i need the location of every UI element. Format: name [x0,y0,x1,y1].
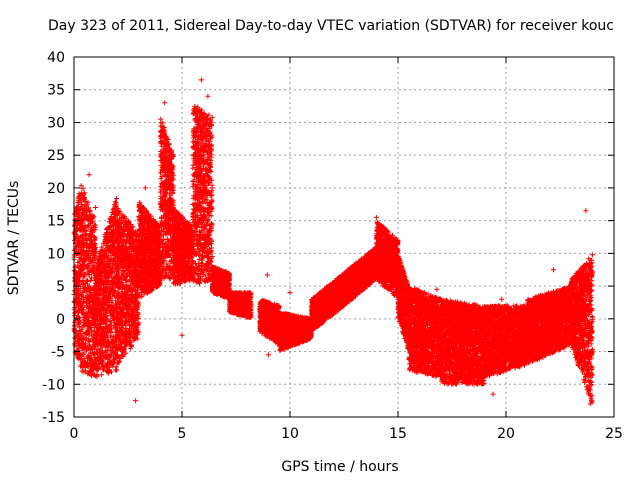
outlier-point [287,290,293,296]
outlier-point [583,208,589,214]
y-tick-label: 30 [47,115,65,131]
outlier-point [265,352,271,358]
y-tick-label: 25 [47,148,65,164]
outlier-point [133,398,139,404]
y-tick-label: 35 [47,83,65,99]
chart-title: Day 323 of 2011, Sidereal Day-to-day VTE… [48,18,614,34]
y-tick-label: 40 [47,50,65,66]
x-tick-label: 5 [178,426,187,442]
outlier-point [490,391,496,397]
outlier-point [162,100,168,106]
y-tick-label: -5 [51,345,65,361]
x-tick-label: 25 [605,426,623,442]
outlier-point [179,332,185,338]
y-tick-label: 5 [56,279,65,295]
y-tick-label: 15 [47,214,65,230]
outlier-point [264,272,270,278]
outlier-point [86,172,92,178]
x-axis-title: GPS time / hours [281,459,398,475]
outlier-point [587,401,593,407]
outlier-point [198,77,204,83]
outlier-point [373,214,379,220]
y-tick-label: 20 [47,181,65,197]
y-tick-label: -15 [42,410,65,426]
x-tick-label: 0 [70,426,79,442]
scatter-points [71,103,595,405]
y-axis-title: SDTVAR / TECUs [6,181,22,296]
x-tick-label: 20 [497,426,515,442]
x-tick-label: 15 [389,426,407,442]
plot-frame [73,56,615,418]
y-tick-label: 0 [56,312,65,328]
outlier-point [499,296,505,302]
y-tick-label: -10 [42,377,65,393]
outlier-point [551,267,556,273]
outlier-point [205,93,211,99]
outlier-point [142,185,148,191]
x-tick-label: 10 [281,426,299,442]
data-series [71,77,595,407]
outlier-point [93,205,99,210]
outlier-point [434,286,440,292]
y-tick-label: 10 [47,246,65,262]
axes: 0 5 10 15 20 25 -15 -10 -5 0 5 10 15 20 25 30 35 40 [42,50,623,442]
